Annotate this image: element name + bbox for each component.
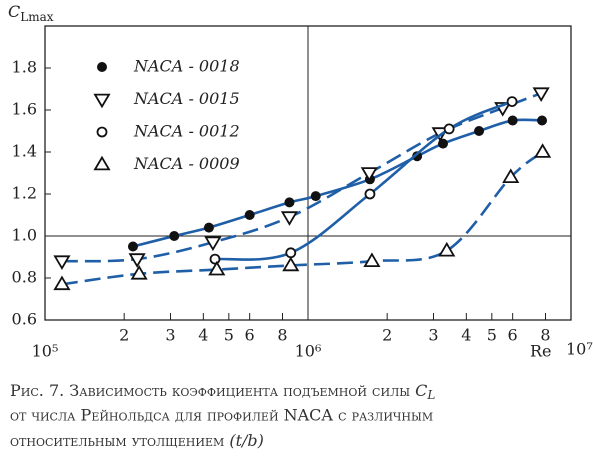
- x-label: Re: [530, 342, 552, 361]
- x-tick-label: 4: [461, 326, 471, 345]
- x-tick-label: 8: [277, 326, 287, 345]
- x-tick-label: 5: [487, 326, 497, 345]
- x-tick-label: 3: [165, 326, 175, 345]
- legend-label: NACA - 0009: [133, 154, 240, 173]
- series-line: [61, 150, 544, 286]
- data-point: [282, 256, 300, 272]
- y-tick-label: 1.6: [12, 100, 37, 119]
- data-point: [507, 115, 518, 126]
- data-point: [474, 126, 485, 136]
- data-point: [537, 115, 548, 126]
- data-point: [53, 255, 71, 270]
- data-point: [53, 275, 71, 291]
- data-point: [363, 252, 381, 268]
- x-tick-label: 2: [382, 326, 392, 345]
- y-tick-label: 0.6: [12, 310, 37, 329]
- x-tick-label: 8: [540, 326, 550, 345]
- data-point: [534, 143, 552, 158]
- y-tick-label: 1.8: [12, 58, 37, 77]
- x-tick-label: 10⁷: [566, 340, 593, 359]
- data-point: [127, 241, 138, 252]
- x-tick-label: 6: [245, 326, 255, 345]
- data-point: [128, 253, 146, 268]
- y-label: CLmax: [8, 2, 54, 24]
- x-tick-label: 2: [119, 326, 129, 345]
- caption-symbol: C: [415, 381, 427, 400]
- data-point: [169, 231, 180, 241]
- caption-text: относительным утолщением: [10, 431, 224, 450]
- y-tick-label: 0.8: [12, 268, 37, 287]
- y-label-sub: Lmax: [20, 10, 54, 24]
- legend-label: NACA - 0015: [133, 89, 240, 108]
- data-point: [502, 168, 520, 184]
- x-tick-label: 5: [224, 326, 234, 345]
- data-point: [532, 87, 550, 102]
- caption-text: Рис. 7. Зависимость коэффициента подъемн…: [10, 381, 410, 400]
- data-point: [203, 222, 214, 233]
- x-tick-label: 10⁵: [32, 342, 59, 361]
- caption-line: относительным утолщением (t/b): [10, 431, 264, 450]
- data-point: [209, 253, 221, 265]
- data-point: [204, 236, 222, 252]
- data-point: [443, 123, 455, 135]
- data-point: [360, 167, 378, 182]
- series-line: [61, 91, 542, 263]
- legend-marker: [97, 62, 107, 72]
- x-tick-label: 6: [508, 326, 518, 345]
- legend-label: NACA - 0018: [133, 57, 240, 76]
- data-point: [438, 241, 456, 257]
- data-point: [364, 188, 376, 200]
- data-point: [310, 191, 321, 202]
- data-point: [412, 151, 423, 162]
- x-tick-label: 4: [198, 326, 208, 345]
- y-tick-label: 1.4: [12, 142, 37, 161]
- legend-marker: [93, 93, 111, 109]
- legend-marker: [93, 155, 111, 171]
- y-label-main: C: [8, 2, 20, 21]
- data-point: [285, 247, 297, 259]
- y-tick-label: 1.0: [12, 226, 37, 245]
- data-point: [244, 210, 255, 220]
- caption-line: от числа Рейнольдса для профилей NACA с …: [10, 406, 433, 425]
- data-point: [284, 197, 295, 208]
- x-tick-label: 10⁶: [295, 342, 322, 361]
- x-tick-label: 3: [428, 326, 438, 345]
- caption-symbol: (t/b): [229, 431, 264, 450]
- data-point: [506, 96, 518, 107]
- y-tick-label: 1.2: [12, 184, 37, 203]
- data-point: [130, 265, 148, 280]
- caption-symbol-sub: L: [426, 388, 435, 402]
- data-point: [208, 260, 226, 276]
- legend-label: NACA - 0012: [133, 122, 240, 141]
- data-point: [280, 211, 299, 226]
- legend-marker: [96, 126, 108, 138]
- caption-line: Рис. 7. Зависимость коэффициента подъемн…: [10, 381, 435, 402]
